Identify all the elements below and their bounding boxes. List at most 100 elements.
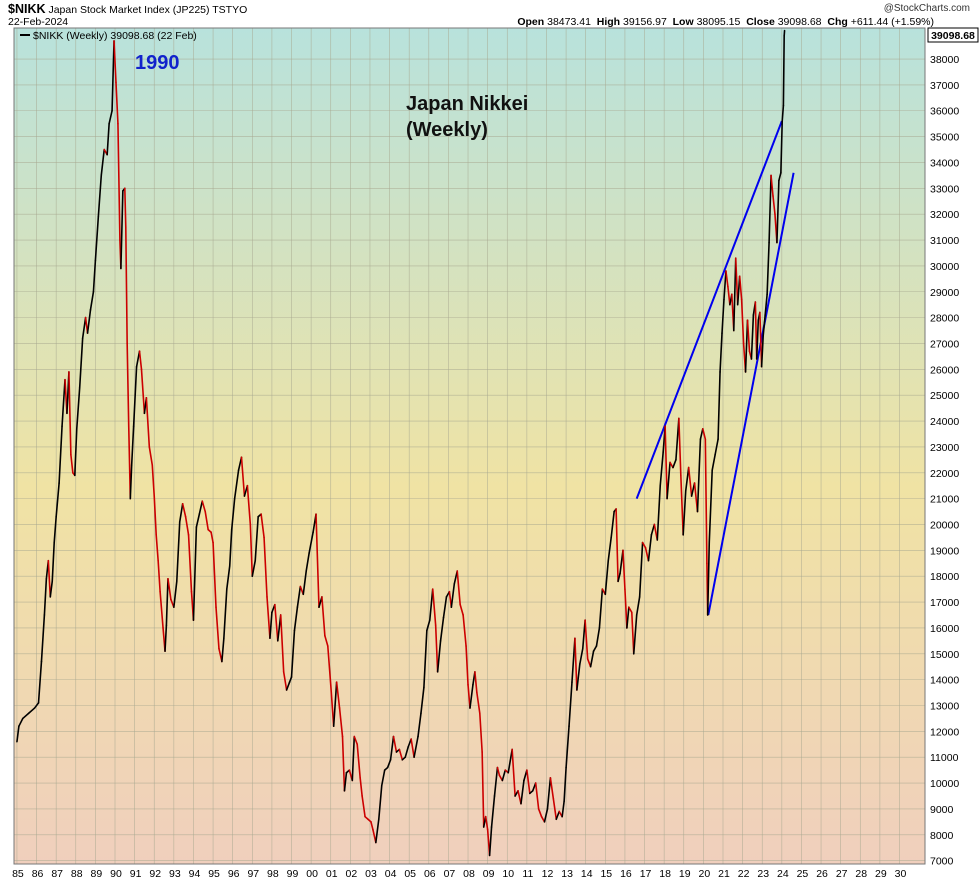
price-segment [117,122,121,241]
x-tick-label: 03 [365,868,377,880]
price-segment [641,541,647,549]
price-segment [706,541,711,616]
price-segment [351,735,356,782]
price-segment [53,515,57,544]
y-tick-label: 36000 [930,106,959,118]
price-segment [750,314,755,360]
price-segment [568,681,573,727]
price-segment [389,735,395,761]
x-tick-label: 96 [228,868,240,880]
price-segment [335,681,341,709]
price-segment [47,559,52,598]
price-segment [178,502,184,523]
price-segment [204,510,209,531]
price-segment [459,603,464,616]
low-value: 38095.15 [696,16,741,28]
x-tick-label: 22 [738,868,750,880]
price-segment [615,508,619,583]
price-segment [721,298,725,334]
price-segment [404,746,410,759]
price-segment [68,371,72,456]
price-segment [16,725,20,743]
price-segment [181,502,187,518]
x-tick-label: 24 [777,868,789,880]
price-segment [356,743,361,779]
price-segment [120,190,124,270]
y-tick-label: 29000 [930,287,959,299]
price-segment [423,629,428,689]
price-segment [324,634,329,647]
x-tick-label: 95 [208,868,220,880]
x-tick-label: 85 [12,868,24,880]
plot-background [14,28,925,864]
price-segment [126,342,130,428]
price-segment [130,425,135,466]
price-segment [420,686,425,715]
price-segment [377,784,383,821]
x-tick-label: 01 [326,868,338,880]
x-tick-label: 91 [130,868,142,880]
price-segment [768,174,772,244]
x-tick-label: 92 [149,868,161,880]
price-segment [666,461,671,500]
price-segment [94,215,100,262]
price-segment [579,647,584,665]
price-segment [696,438,702,513]
close-label: Close [746,16,775,28]
price-segment [167,577,172,601]
price-segment [635,596,641,616]
y-tick-label: 8000 [930,830,954,842]
y-tick-label: 18000 [930,571,959,583]
x-tick-label: 90 [110,868,122,880]
y-tick-label: 27000 [930,338,959,350]
price-segment [650,523,656,536]
y-tick-label: 32000 [930,209,959,221]
y-tick-label: 34000 [930,157,959,169]
price-segment [157,559,161,593]
exchange-code: TSTYO [212,4,248,16]
x-tick-label: 12 [542,868,554,880]
x-axis: 85 86 87 88 89 90 91 92 93 94 95 96 97 98 99 00 01 02 03 04… [12,868,906,880]
price-segment [293,606,299,632]
x-tick-label: 08 [463,868,475,880]
price-segment [212,541,217,609]
price-segment [106,122,110,156]
trendline [707,172,795,616]
x-tick-label: 99 [287,868,299,880]
price-segment [622,549,626,590]
x-tick-label: 17 [640,868,652,880]
price-segment [465,645,469,686]
y-tick-label: 11000 [930,752,959,764]
y-tick-label: 10000 [930,778,959,790]
price-segment [153,495,157,536]
trendline [635,120,783,499]
price-segment [115,81,119,125]
price-segment [481,751,485,828]
price-segment [555,810,561,821]
price-segment [478,712,483,753]
price-segment [436,640,442,673]
price-segment [584,619,589,660]
price-segment [332,681,338,727]
price-segment [684,466,690,492]
price-segment [113,40,117,84]
price-segment [233,469,240,500]
y-tick-label: 19000 [930,545,959,557]
price-segment [546,777,552,810]
price-segment [770,174,774,197]
price-segment [187,534,193,593]
high-value: 39156.97 [623,16,667,28]
price-segment [776,179,780,244]
price-segment [462,614,467,647]
y-tick-label: 26000 [930,364,959,376]
y-tick-label: 28000 [930,313,959,325]
price-segment [296,585,302,609]
x-tick-label: 25 [797,868,809,880]
x-tick-label: 93 [169,868,181,880]
x-tick-label: 28 [855,868,867,880]
x-tick-label: 89 [91,868,103,880]
price-segment [778,172,782,182]
price-segment [321,596,326,637]
price-segment [738,275,743,301]
price-segment [565,725,570,769]
